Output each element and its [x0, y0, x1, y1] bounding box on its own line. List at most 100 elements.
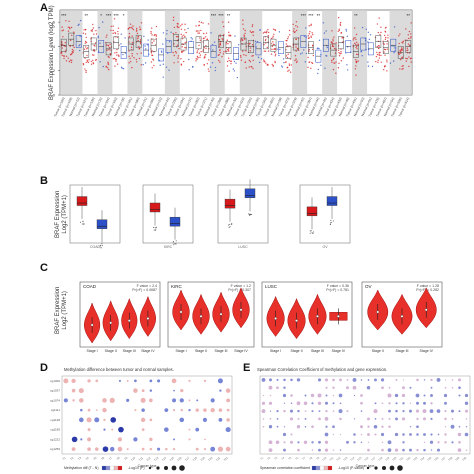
panel-a-point — [61, 42, 63, 44]
panel-a-point — [140, 52, 142, 54]
panel-e-dot — [339, 417, 342, 421]
panel-a-point — [325, 30, 327, 32]
panel-a-point — [384, 54, 386, 56]
panel-a-point — [365, 28, 367, 30]
panel-a-point — [311, 62, 314, 65]
panel-b-box — [149, 202, 161, 213]
panel-a-point — [369, 34, 372, 36]
panel-a-point — [409, 57, 412, 60]
panel-d-dot — [126, 398, 130, 402]
panel-a-point — [64, 41, 66, 44]
panel-a-point — [240, 38, 243, 40]
panel-a-point — [272, 37, 274, 39]
panel-d-dot — [141, 389, 145, 393]
panel-a-point — [273, 33, 275, 35]
panel-d-dot — [195, 447, 199, 451]
panel-a-point — [168, 41, 171, 43]
panel-e-dot — [283, 426, 286, 428]
panel-e-col-label: T16 — [363, 455, 369, 461]
panel-b-xlabel: KIRC — [164, 245, 173, 249]
panel-a-point — [233, 60, 236, 63]
panel-d-legend-size — [171, 465, 177, 471]
panel-c-stage-label: Stage I — [175, 349, 186, 353]
panel-b-box — [169, 216, 181, 227]
panel-e-dot — [317, 401, 322, 406]
panel-a-point — [106, 49, 108, 51]
panel-e-dot — [458, 410, 461, 413]
panel-a-point — [376, 23, 379, 25]
panel-a-point — [288, 29, 291, 32]
panel-e-dot — [374, 433, 377, 436]
panel-b-outlier — [173, 244, 175, 246]
panel-c-title: KIRC — [171, 284, 183, 289]
panel-a-point — [265, 38, 267, 41]
panel-d-legend-swatch — [113, 465, 119, 471]
panel-a-point — [242, 23, 244, 25]
panel-a-point — [312, 33, 314, 36]
panel-a-point — [331, 30, 333, 32]
panel-d-col-label: T11 — [138, 456, 144, 462]
panel-a-point — [116, 51, 118, 54]
panel-a-point — [87, 61, 90, 64]
panel-d-col-label: T21 — [215, 456, 222, 463]
panel-b-box — [244, 188, 256, 199]
panel-a-point — [273, 51, 276, 54]
panel-e-dot — [268, 385, 273, 390]
panel-a-point — [287, 53, 289, 56]
panel-a-point — [188, 69, 190, 71]
panel-a-point — [150, 52, 153, 54]
panel-d-legend-size — [179, 465, 185, 471]
panel-b-outlier — [329, 224, 331, 226]
panel-a-point — [398, 35, 400, 37]
panel-a-point — [310, 24, 312, 27]
panel-c-stage-label: Stage II — [195, 349, 207, 353]
panel-e-dot — [332, 449, 335, 451]
panel-e-col-label: T28 — [447, 455, 453, 461]
panel-a-point — [307, 56, 309, 59]
panel-e-dot — [457, 448, 462, 452]
panel-a-point — [112, 25, 114, 27]
panel-a-point — [285, 55, 288, 57]
panel-a-point — [108, 46, 111, 49]
panel-a-point — [355, 43, 357, 46]
panel-a-point — [272, 43, 275, 45]
panel-e-dot — [304, 394, 307, 397]
panel-b-outlier — [153, 226, 155, 228]
panel-a-point — [181, 35, 183, 37]
panel-e-dot — [268, 425, 273, 429]
panel-e-dot — [409, 433, 412, 436]
panel-e-legend-size — [366, 466, 370, 470]
panel-d-dot — [226, 418, 230, 422]
panel-a-point — [62, 36, 64, 38]
panel-b-outlier — [172, 242, 174, 244]
panel-a-point — [86, 54, 88, 57]
panel-a-point — [267, 35, 270, 37]
panel-a-point — [107, 68, 110, 71]
panel-e-dot — [430, 417, 433, 421]
panel-c-stage-label: Stage IV — [332, 349, 346, 353]
panel-a-point — [142, 63, 144, 66]
panel-a-point — [155, 35, 158, 37]
panel-a-point — [408, 37, 410, 40]
panel-a-point — [209, 66, 212, 68]
panel-a-point — [367, 31, 370, 34]
panel-a-point — [308, 37, 310, 39]
panel-a-point — [173, 26, 176, 29]
panel-e-dot — [388, 417, 391, 420]
panel-a-point — [85, 69, 87, 72]
panel-d-dot — [71, 388, 76, 393]
panel-e-dot — [387, 440, 392, 445]
panel-a-point — [151, 42, 153, 44]
panel-e-dot — [311, 449, 314, 451]
panel-a-point — [115, 59, 117, 61]
panel-c-median — [316, 314, 319, 318]
panel-e-dot — [353, 433, 356, 436]
panel-a-point — [353, 37, 355, 39]
panel-e-dot — [332, 402, 335, 405]
panel-e-dot — [380, 378, 385, 382]
panel-e-dot — [325, 409, 328, 413]
panel-a-point — [354, 36, 356, 39]
panel-a-point — [139, 41, 142, 44]
panel-a-band — [127, 10, 143, 95]
panel-a-point — [340, 60, 343, 62]
